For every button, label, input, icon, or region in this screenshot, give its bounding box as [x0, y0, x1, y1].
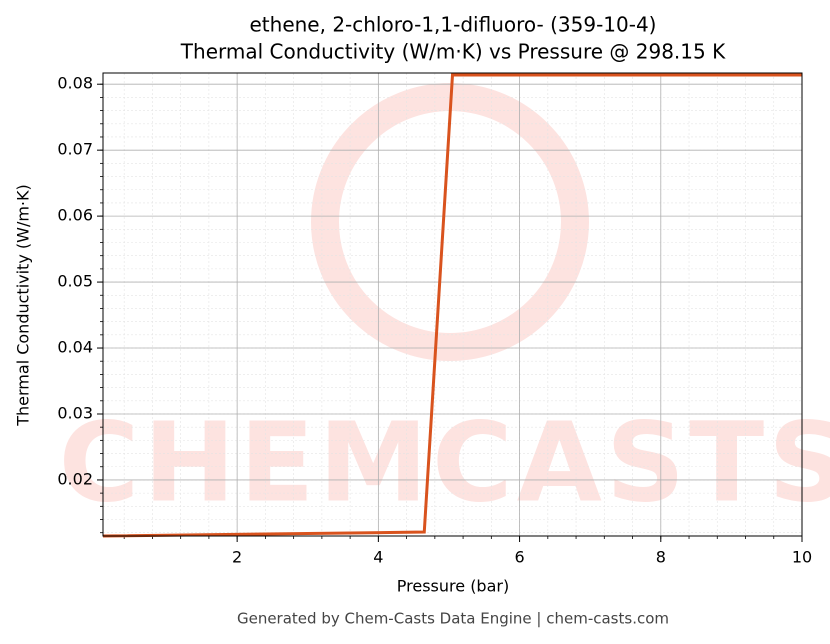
- y-tick-label: 0.05: [57, 272, 93, 291]
- x-tick-label: 6: [514, 548, 524, 567]
- y-tick-label: 0.02: [57, 469, 93, 488]
- y-tick-label: 0.06: [57, 206, 93, 225]
- x-axis-label: Pressure (bar): [397, 577, 509, 596]
- y-tick-label: 0.07: [57, 140, 93, 159]
- footer: Generated by Chem-Casts Data Engine | ch…: [237, 610, 669, 628]
- data-line: [102, 73, 802, 538]
- x-tick-label: 4: [373, 548, 383, 567]
- chart-subtitle: Thermal Conductivity (W/m·K) vs Pressure…: [180, 40, 726, 64]
- watermark: CHEMCASTS: [59, 398, 830, 526]
- x-tick-label: 10: [792, 548, 812, 567]
- y-axis-label: Thermal Conductivity (W/m·K): [14, 184, 33, 427]
- y-tick-label: 0.03: [57, 403, 93, 422]
- x-tick-label: 8: [656, 548, 666, 567]
- y-tick-label: 0.08: [57, 74, 93, 93]
- chart-title: ethene, 2-chloro-1,1-difluoro- (359-10-4…: [250, 13, 657, 37]
- x-tick-label: 2: [232, 548, 242, 567]
- y-tick-label: 0.04: [57, 338, 93, 357]
- plot-frame: [102, 72, 803, 537]
